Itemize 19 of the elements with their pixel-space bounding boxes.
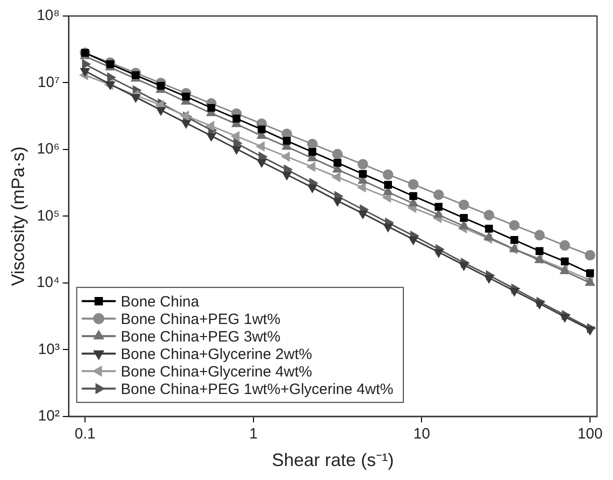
y-tick-label: 10⁸ [36,7,60,24]
y-tick-label: 10³ [38,340,60,358]
x-tick-label: 0.1 [74,426,96,443]
x-axis-title: Shear rate (s⁻¹) [272,450,394,470]
x-tick-label: 1 [249,426,258,443]
x-tick-label: 100 [578,426,603,443]
y-tick-label: 10⁷ [38,74,60,91]
legend-label: Bone China+PEG 1wt%+Glycerine 4wt% [120,380,394,398]
x-tick-label: 10 [413,426,430,443]
legend-label: Bone China [120,293,200,310]
y-tick-label: 10² [38,408,60,425]
y-tick-label: 10⁴ [36,274,60,292]
legend-label: Bone China+PEG 1wt% [120,310,280,328]
y-tick-label: 10⁵ [36,207,60,224]
legend-label: Bone China+Glycerine 4wt% [120,363,312,380]
y-axis-title: Viscosity (mPa·s) [8,146,28,286]
legend-label: Bone China+Glycerine 2wt% [120,346,312,363]
legend-label: Bone China+PEG 3wt% [120,328,280,346]
y-tick-label: 10⁶ [36,140,60,158]
